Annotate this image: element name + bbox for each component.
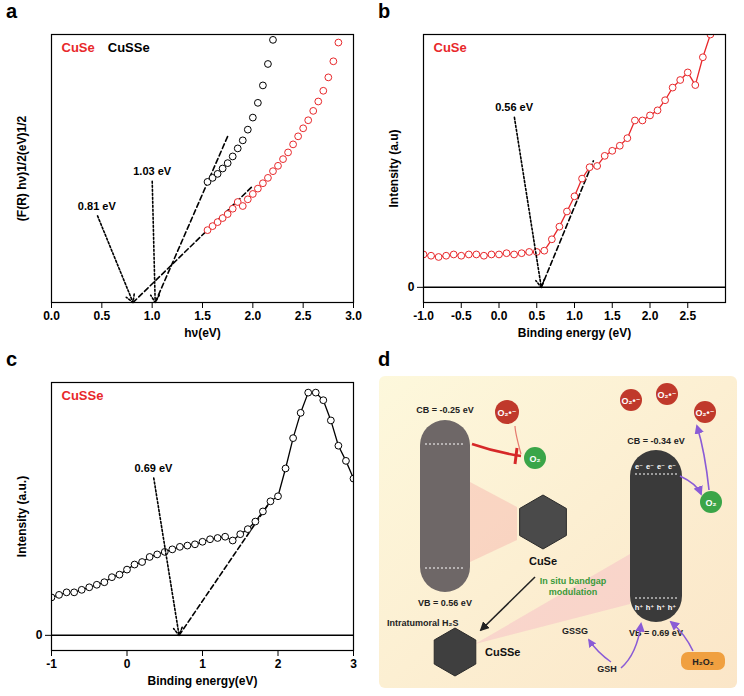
svg-text:CB = -0.34 eV: CB = -0.34 eV	[627, 436, 684, 446]
svg-text:1.5: 1.5	[194, 309, 211, 323]
svg-text:1.03 eV: 1.03 eV	[133, 165, 172, 177]
html-text:c: c	[6, 348, 18, 370]
svg-text:2.0: 2.0	[642, 309, 659, 323]
svg-text:VB = 0.56 eV: VB = 0.56 eV	[418, 598, 472, 608]
svg-text:1.0: 1.0	[566, 309, 583, 323]
svg-text:hν(eV): hν(eV)	[184, 326, 221, 340]
svg-text:-0.5: -0.5	[451, 309, 472, 323]
svg-text:O₂•⁻: O₂•⁻	[498, 408, 517, 418]
html-text:a: a	[6, 0, 18, 22]
svg-text:2.5: 2.5	[679, 309, 696, 323]
svg-text:2.5: 2.5	[295, 309, 312, 323]
svg-text:CuSe: CuSe	[434, 40, 467, 55]
svg-text:CuSSe: CuSSe	[108, 40, 150, 55]
svg-text:-1: -1	[46, 657, 57, 671]
html-text:d: d	[378, 348, 391, 370]
svg-text:2.0: 2.0	[244, 309, 261, 323]
svg-text:CuSe: CuSe	[529, 555, 557, 567]
svg-text:In situ bandgap: In situ bandgap	[540, 576, 607, 586]
svg-text:O₂•⁻: O₂•⁻	[622, 396, 641, 406]
svg-text:Intensity (a.u.): Intensity (a.u.)	[15, 476, 29, 557]
svg-text:e⁻: e⁻	[657, 462, 665, 471]
svg-text:Binding energy(eV): Binding energy(eV)	[147, 674, 257, 688]
svg-text:O₂: O₂	[530, 454, 541, 464]
svg-text:3.0: 3.0	[345, 309, 362, 323]
svg-text:0.81 eV: 0.81 eV	[78, 200, 117, 212]
svg-text:1.0: 1.0	[144, 309, 161, 323]
svg-text:CuSSe: CuSSe	[485, 646, 520, 658]
svg-text:(F(R) hν)1/2(eV)1/2: (F(R) hν)1/2(eV)1/2	[15, 116, 29, 222]
svg-text:O₂•⁻: O₂•⁻	[696, 408, 715, 418]
svg-text:0.0: 0.0	[491, 309, 508, 323]
svg-text:0: 0	[36, 628, 43, 642]
html-text:b: b	[378, 0, 391, 22]
svg-text:CB = -0.25 eV: CB = -0.25 eV	[416, 405, 473, 415]
svg-text:e⁻: e⁻	[646, 462, 654, 471]
svg-text:0.5: 0.5	[528, 309, 545, 323]
svg-text:h⁺: h⁺	[635, 603, 644, 612]
svg-text:3: 3	[350, 657, 357, 671]
svg-text:e⁻: e⁻	[668, 462, 676, 471]
svg-text:Intensity (a.u): Intensity (a.u)	[387, 129, 401, 207]
svg-text:VB = 0.69 eV: VB = 0.69 eV	[629, 628, 683, 638]
svg-text:0.0: 0.0	[43, 309, 60, 323]
svg-text:1: 1	[199, 657, 206, 671]
svg-text:Binding energy (eV): Binding energy (eV)	[518, 326, 631, 340]
svg-text:e⁻: e⁻	[635, 462, 643, 471]
svg-text:0.69 eV: 0.69 eV	[134, 462, 173, 474]
svg-text:CuSSe: CuSSe	[62, 388, 104, 403]
svg-text:Intratumoral H₂S: Intratumoral H₂S	[387, 618, 459, 628]
svg-text:0.5: 0.5	[93, 309, 110, 323]
svg-text:h⁺: h⁺	[646, 603, 655, 612]
svg-text:0: 0	[124, 657, 131, 671]
svg-text:h⁺: h⁺	[657, 603, 666, 612]
svg-text:modulation: modulation	[549, 587, 598, 597]
svg-text:-1.0: -1.0	[413, 309, 434, 323]
svg-text:h⁺: h⁺	[668, 603, 677, 612]
svg-text:O₂•⁻: O₂•⁻	[658, 390, 677, 400]
svg-text:0.56 eV: 0.56 eV	[495, 101, 534, 113]
svg-text:0: 0	[408, 280, 415, 294]
svg-text:GSSG: GSSG	[562, 626, 588, 636]
svg-text:O₂: O₂	[706, 498, 717, 508]
svg-text:2: 2	[275, 657, 282, 671]
svg-text:1.5: 1.5	[604, 309, 621, 323]
svg-text:H₂O₂: H₂O₂	[692, 657, 714, 667]
svg-text:GSH: GSH	[597, 664, 617, 674]
svg-text:CuSe: CuSe	[62, 40, 95, 55]
